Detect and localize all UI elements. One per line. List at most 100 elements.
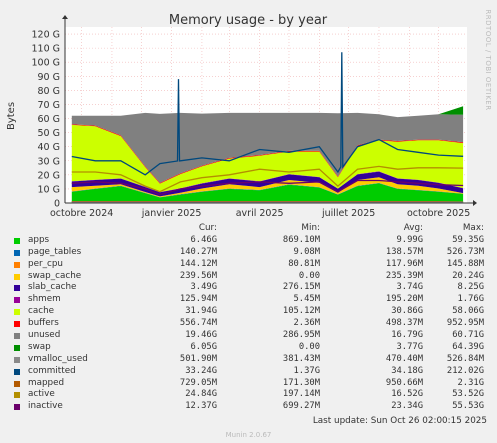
legend-name: shmem	[28, 294, 61, 305]
legend-cur: 3.49G	[190, 282, 217, 293]
legend-row-per-cpu: per_cpu 144.12M 80.81M 117.96M 145.88M	[8, 259, 492, 271]
x-axis-arrow	[473, 200, 477, 206]
x-tick-label: avril 2025	[236, 208, 284, 219]
last-update: Last update: Sun Oct 26 02:00:15 2025	[312, 416, 487, 426]
legend-name: committed	[28, 365, 76, 376]
x-tick-label: juillet 2025	[321, 208, 375, 219]
legend-row-swap: swap 6.05G 0.00 3.77G 64.39G	[8, 342, 492, 354]
legend-min: 276.15M	[282, 282, 320, 293]
legend-name: swap	[28, 341, 51, 352]
legend-cur: 6.05G	[190, 341, 217, 352]
legend-table: Cur: Min: Avg: Max: apps 6.46G 869.10M 9.99…	[8, 223, 492, 413]
legend-avg: 470.40M	[385, 353, 423, 364]
legend-row-committed: committed 33.24G 1.37G 34.18G 212.02G	[8, 366, 492, 378]
header-min: Min:	[301, 223, 320, 233]
legend-swatch	[14, 344, 20, 351]
series-lines	[71, 52, 464, 203]
legend-swatch	[14, 356, 20, 363]
legend-row-apps: apps 6.46G 869.10M 9.99G 59.35G	[8, 235, 492, 247]
legend-swatch	[14, 380, 20, 387]
y-axis-label: Bytes	[6, 102, 17, 130]
legend-min: 105.12M	[282, 306, 320, 317]
legend-row-shmem: shmem 125.94M 5.45M 195.20M 1.76G	[8, 294, 492, 306]
legend-min: 171.30M	[282, 377, 320, 388]
legend-cur: 125.94M	[179, 294, 217, 305]
x-tick-label: octobre 2025	[407, 208, 470, 219]
y-tick-label: 30 G	[38, 156, 60, 167]
legend-avg: 30.86G	[391, 306, 423, 317]
legend-swatch	[14, 249, 20, 256]
legend-min: 0.00	[298, 270, 320, 281]
area-apps	[71, 183, 464, 203]
legend-row-unused: unused 19.46G 286.95M 16.79G 60.71G	[8, 330, 492, 342]
legend-name: inactive	[28, 401, 63, 412]
y-tick-label: 60 G	[38, 114, 60, 125]
legend-row-slab-cache: slab_cache 3.49G 276.15M 3.74G 8.25G	[8, 282, 492, 294]
legend-cur: 501.90M	[179, 353, 217, 364]
line-inactive	[71, 179, 464, 196]
legend-cur: 33.24G	[185, 365, 217, 376]
legend-cur: 140.27M	[179, 246, 217, 257]
legend-min: 381.43M	[282, 353, 320, 364]
legend-max: 212.02G	[446, 365, 484, 376]
header-cur: Cur:	[198, 223, 217, 233]
legend-cur: 31.94G	[185, 306, 217, 317]
legend-swatch	[14, 392, 20, 399]
legend-max: 952.95M	[446, 318, 484, 329]
legend-max: 8.25G	[457, 282, 484, 293]
legend-name: active	[28, 389, 55, 400]
legend-max: 59.35G	[452, 234, 484, 245]
area-slab-cache	[71, 171, 464, 197]
legend-avg: 950.66M	[385, 377, 423, 388]
legend-cur: 24.84G	[185, 389, 217, 400]
legend-min: 286.95M	[282, 330, 320, 341]
area-swap-cache	[71, 177, 464, 198]
legend-max: 2.31G	[457, 377, 484, 388]
legend-swatch	[14, 237, 20, 244]
legend-swatch	[14, 261, 20, 268]
legend-name: mapped	[28, 377, 65, 388]
y-tick-label: 40 G	[38, 142, 60, 153]
legend-min: 1.37G	[293, 365, 320, 376]
legend-avg: 16.79G	[391, 330, 423, 341]
legend-name: per_cpu	[28, 258, 64, 269]
legend-name: cache	[28, 306, 55, 317]
line-committed	[71, 52, 464, 176]
legend-avg: 16.52G	[391, 389, 423, 400]
legend-max: 60.71G	[452, 330, 484, 341]
legend-name: slab_cache	[28, 282, 77, 293]
legend-row-swap-cache: swap_cache 239.56M 0.00 235.39M 20.24G	[8, 271, 492, 283]
legend-max: 526.84M	[446, 353, 484, 364]
legend-swatch	[14, 309, 20, 316]
legend-max: 526.73M	[446, 246, 484, 257]
legend-max: 64.39G	[452, 341, 484, 352]
legend-max: 58.06G	[452, 306, 484, 317]
legend-row-mapped: mapped 729.05M 171.30M 950.66M 2.31G	[8, 378, 492, 390]
legend-name: buffers	[28, 318, 59, 329]
legend-name: unused	[28, 330, 61, 341]
legend-avg: 195.20M	[385, 294, 423, 305]
y-tick-label: 80 G	[38, 86, 60, 97]
legend-cur: 239.56M	[179, 270, 217, 281]
legend-max: 53.52G	[452, 389, 484, 400]
legend-min: 2.36M	[293, 318, 320, 329]
legend-name: swap_cache	[28, 270, 82, 281]
header-avg: Avg:	[403, 223, 423, 233]
legend-avg: 117.96M	[385, 258, 423, 269]
legend-cur: 556.74M	[179, 318, 217, 329]
y-tick-label: 10 G	[38, 184, 60, 195]
axes: 0 10 G 20 G 30 G 40 G 50 G 60 G 70 G 80 G 90 G 100…	[31, 15, 477, 219]
legend-name: apps	[28, 234, 50, 245]
legend-swatch	[14, 285, 20, 292]
legend-row-page-tables: page_tables 140.27M 9.08M 138.57M 526.73M	[8, 247, 492, 259]
legend-swatch	[14, 368, 20, 375]
stacked-areas	[71, 106, 464, 203]
legend-min: 869.10M	[282, 234, 320, 245]
legend-max: 20.24G	[452, 270, 484, 281]
chart-title: Memory usage - by year	[169, 13, 328, 28]
y-axis-arrow	[62, 15, 68, 19]
y-tick-label: 120 G	[31, 30, 60, 41]
legend-name: page_tables	[28, 246, 82, 257]
legend-row-inactive: inactive 12.37G 699.27M 23.34G 55.53G	[8, 401, 492, 413]
legend-row-active: active 24.84G 197.14M 16.52G 53.52G	[8, 389, 492, 401]
